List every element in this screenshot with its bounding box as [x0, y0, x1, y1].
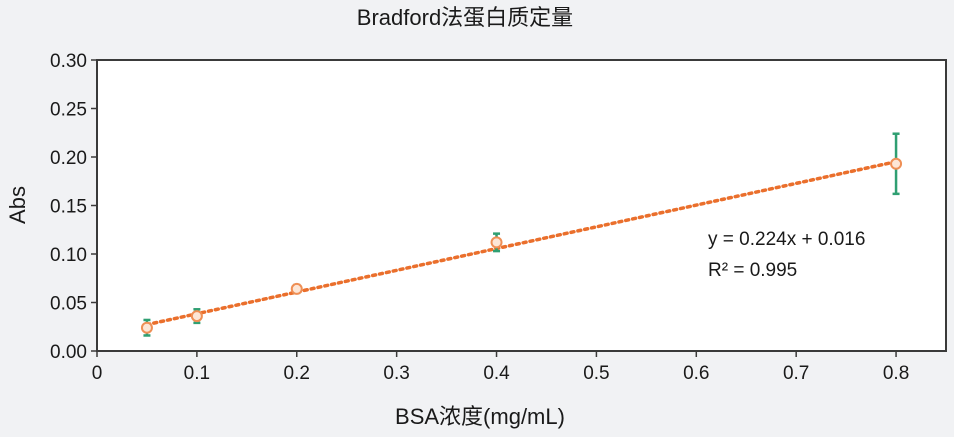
x-tick-label: 0.5 [583, 363, 609, 384]
data-point [290, 282, 303, 295]
data-point [190, 310, 203, 323]
x-tick-label: 0.6 [683, 363, 709, 384]
data-point [890, 157, 903, 170]
y-tick-label: 0.15 [50, 197, 87, 218]
x-axis: 0 0.1 0.2 0.3 0.4 0.5 0.6 0.7 0.8 [92, 351, 909, 384]
data-point-layer [140, 157, 903, 334]
regression-equation: y = 0.224x + 0.016 [708, 229, 865, 250]
y-tick-label: 0.25 [50, 100, 87, 121]
x-tick-label: 0.2 [284, 363, 310, 384]
r-squared-value: R² = 0.995 [708, 260, 797, 281]
y-tick-label: 0.10 [50, 245, 87, 266]
x-tick-label: 0.8 [883, 363, 909, 384]
chart-title: Bradford法蛋白质定量 [357, 5, 573, 30]
x-tick-label: 0.7 [783, 363, 809, 384]
y-tick-label: 0.30 [50, 51, 87, 72]
y-axis: 0.00 0.05 0.10 0.15 0.20 0.25 0.30 [50, 51, 97, 363]
data-point [140, 321, 153, 334]
y-tick-label: 0.20 [50, 148, 87, 169]
trendline [145, 159, 898, 327]
x-tick-label: 0.4 [483, 363, 510, 384]
data-point [490, 236, 503, 249]
x-tick-label: 0.3 [383, 363, 409, 384]
x-tick-label: 0.1 [184, 363, 210, 384]
y-tick-label: 0.05 [50, 294, 87, 315]
y-tick-label: 0.00 [50, 342, 87, 363]
x-axis-title: BSA浓度(mg/mL) [395, 404, 565, 429]
trendline-layer [145, 159, 898, 327]
x-tick-label: 0 [92, 363, 103, 384]
y-axis-title: Abs [5, 186, 30, 224]
plot-area [96, 59, 947, 352]
